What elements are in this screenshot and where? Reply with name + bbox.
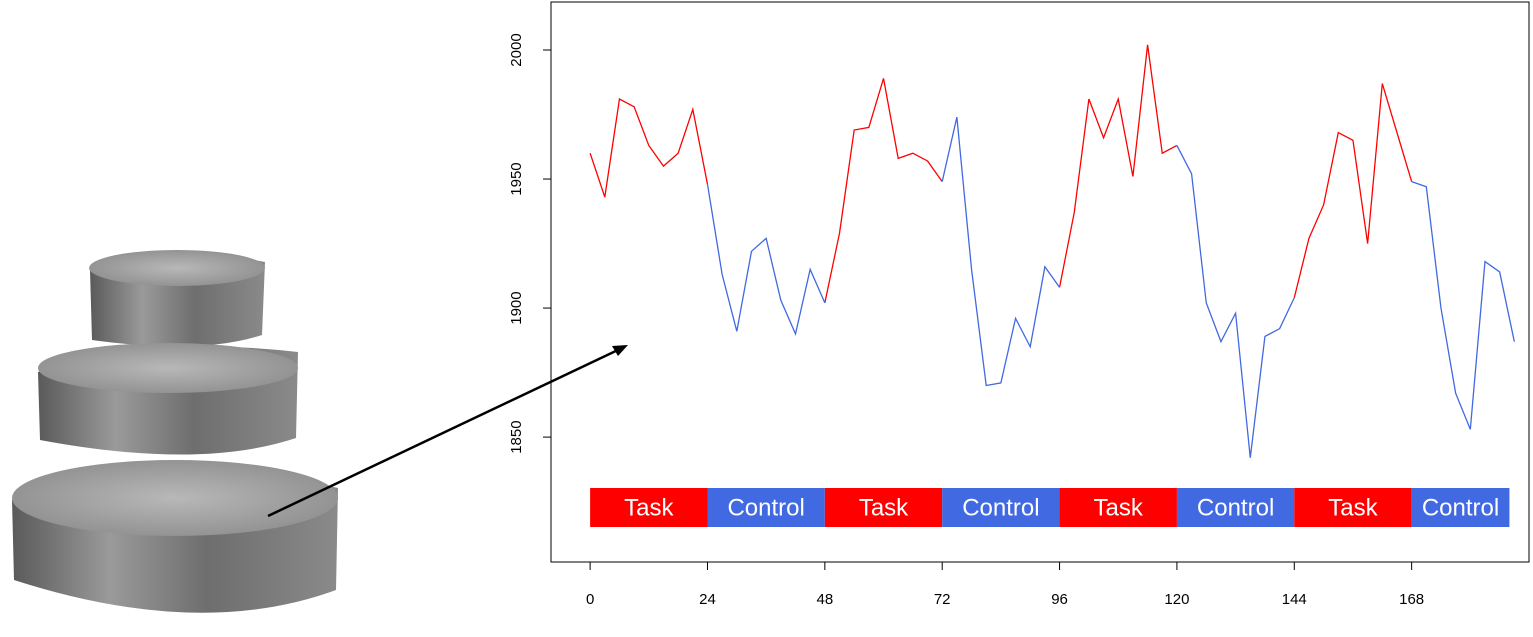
x-tick-label: 96 [1051, 591, 1068, 608]
y-tick-label: 1850 [508, 420, 525, 453]
brain-slices [12, 250, 338, 613]
plot: 1850 1900 1950 2000 0 24 48 72 96 120 144 168 Task Co… [508, 33, 1514, 608]
block-label: Task [1328, 494, 1378, 521]
x-tick-label: 120 [1164, 591, 1189, 608]
block-label: Control [1197, 494, 1274, 521]
x-tick-label: 0 [586, 591, 594, 608]
y-tick-label: 1900 [508, 291, 525, 324]
block-label: Task [859, 494, 909, 521]
arrow [268, 345, 628, 516]
y-tick-label: 2000 [508, 33, 525, 66]
series-line [590, 45, 1412, 303]
x-tick-label: 72 [934, 591, 951, 608]
y-tick-label: 1950 [508, 162, 525, 195]
x-tick-label: 24 [699, 591, 716, 608]
block-label: Control [962, 494, 1039, 521]
block-label: Control [1422, 494, 1499, 521]
block-label: Task [1094, 494, 1144, 521]
x-tick-label: 144 [1282, 591, 1307, 608]
block-label: Control [727, 494, 804, 521]
block-label: Task [624, 494, 674, 521]
x-tick-label: 48 [816, 591, 833, 608]
figure: 1850 1900 1950 2000 0 24 48 72 96 120 144 168 Task Co… [0, 0, 1533, 632]
x-tick-label: 168 [1399, 591, 1424, 608]
